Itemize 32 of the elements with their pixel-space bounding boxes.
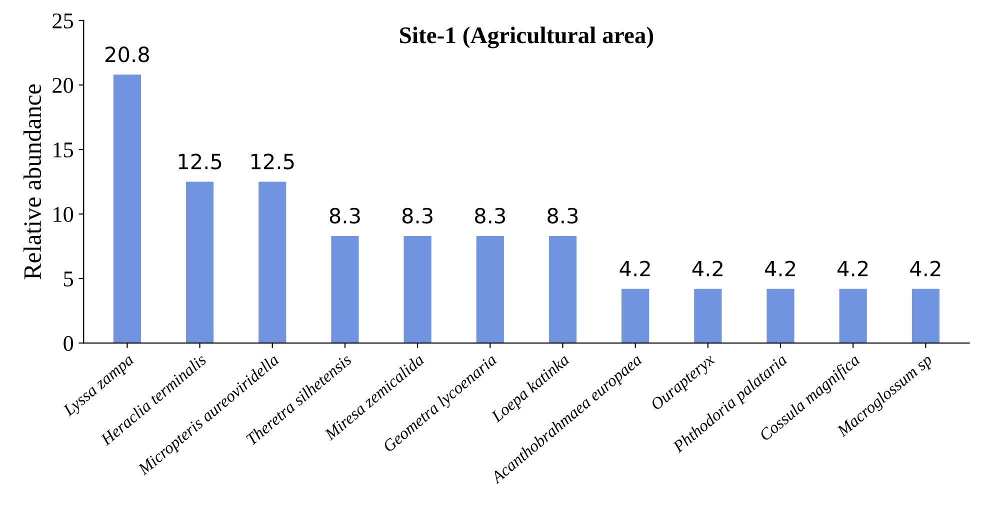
data-label: 4.2: [910, 260, 940, 276]
data-label: 4.2: [620, 260, 650, 276]
data-label: 8.3: [330, 208, 360, 224]
data-label: 12.5: [178, 154, 222, 170]
data-label: 4.2: [764, 260, 795, 276]
data-label: 8.3: [548, 208, 578, 224]
y-tick-label: 5: [64, 272, 74, 286]
y-tick-label: 0: [64, 336, 74, 351]
bar: [694, 288, 722, 344]
y-tick-label: 10: [54, 206, 74, 222]
bar: [186, 182, 214, 344]
y-axis-title: Relative abundance: [23, 84, 42, 280]
y-tick-label: 15: [54, 142, 74, 158]
bar: [548, 236, 577, 344]
data-label: 12.5: [251, 154, 294, 170]
data-label: 8.3: [474, 208, 506, 224]
data-label: 4.2: [838, 260, 868, 276]
bar: [912, 288, 940, 344]
bar: [622, 288, 650, 344]
bar: [113, 74, 141, 344]
bar: [839, 288, 867, 344]
y-tick-label: 25: [52, 13, 74, 28]
bar: [404, 236, 432, 344]
data-label: 4.2: [692, 260, 722, 276]
chart-title: Site-1 (Agricultural area): [400, 26, 654, 48]
y-tick-label: 20: [52, 78, 74, 93]
data-label: 20.8: [106, 46, 149, 62]
data-label: 8.3: [402, 208, 432, 224]
bar: [766, 288, 794, 344]
bar: [331, 236, 359, 344]
bar: [476, 236, 504, 344]
bar: [258, 182, 286, 344]
